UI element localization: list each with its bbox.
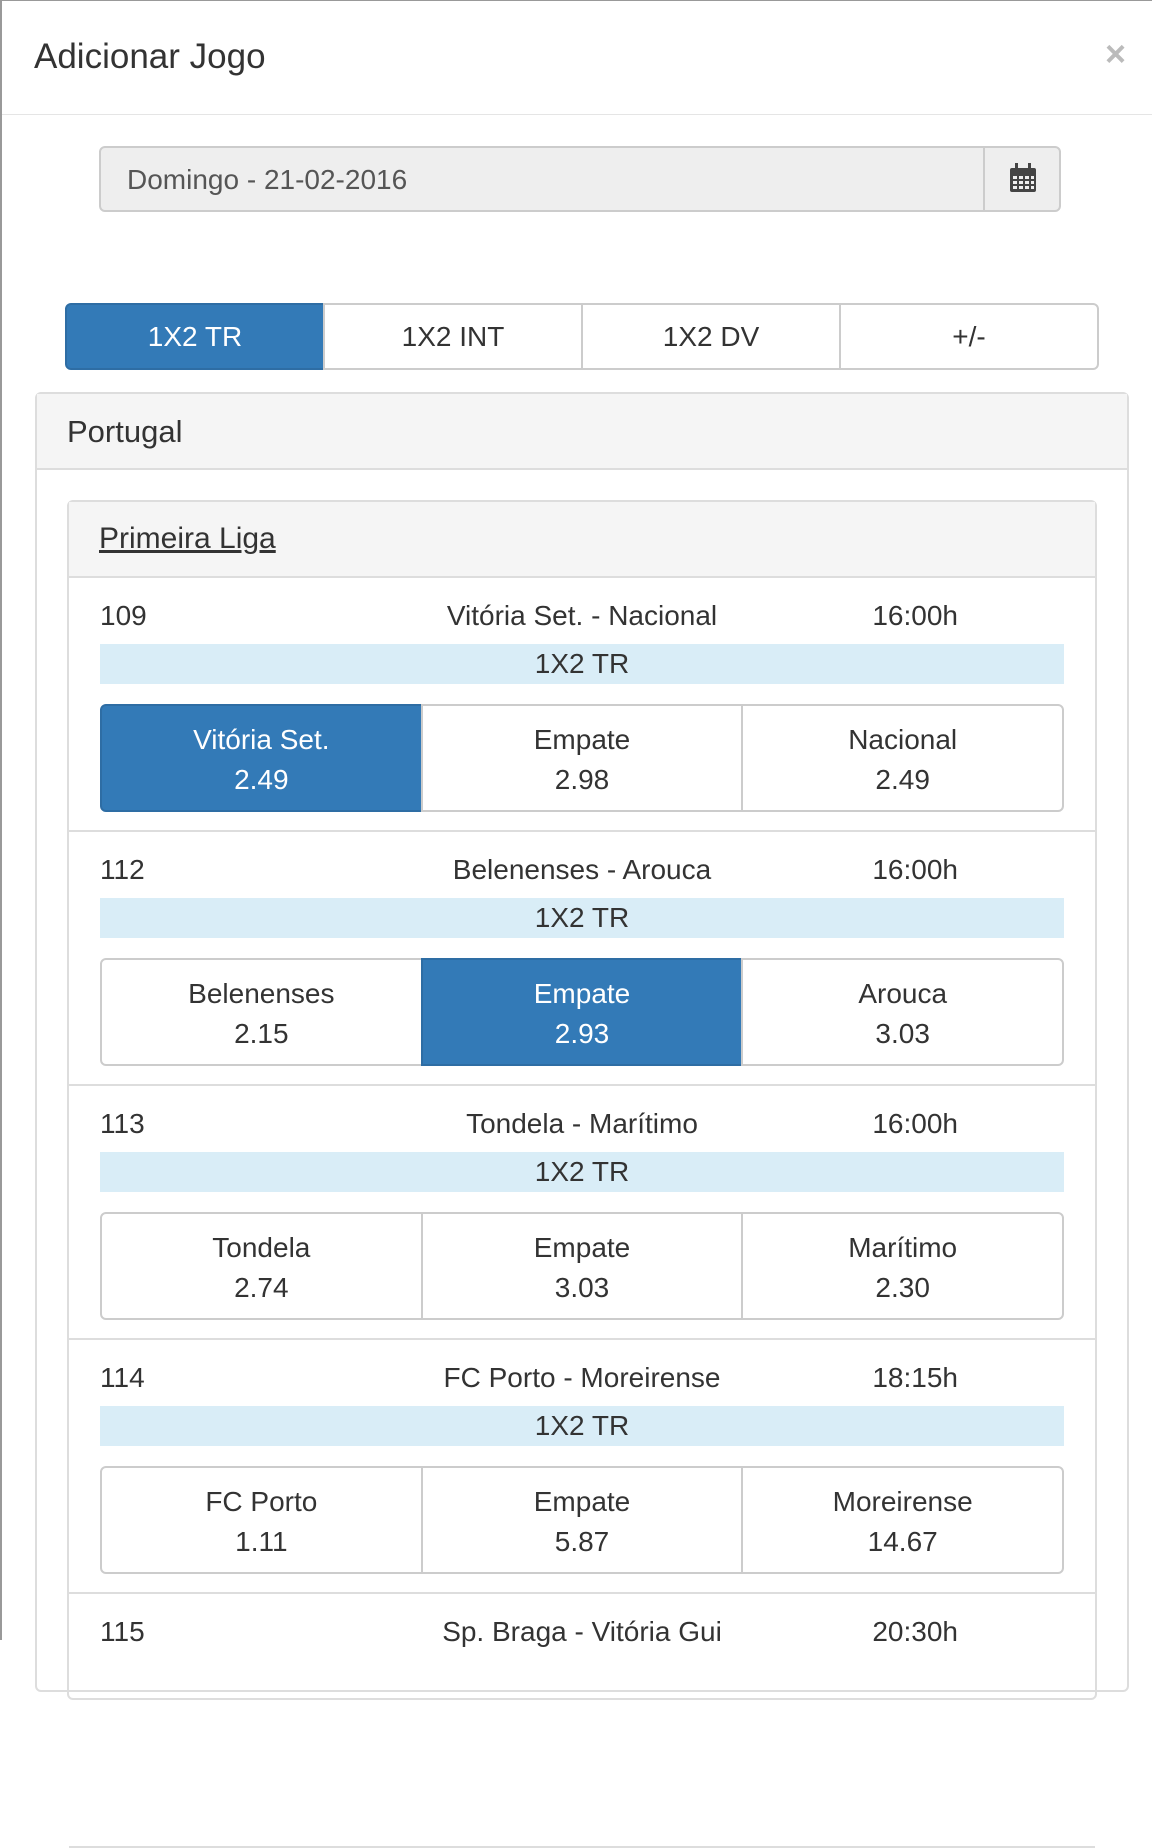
- odds-label: Marítimo: [848, 1232, 958, 1263]
- odds-value: 3.03: [875, 1018, 930, 1049]
- match-header: 109 Vitória Set. - Nacional 16:00h: [100, 578, 1064, 640]
- match-header: 115 Sp. Braga - Vitória Gui 20:30h: [100, 1594, 1064, 1656]
- odds-group: FC Porto 1.11 Empate 5.87 Moreirense 14.67: [100, 1466, 1065, 1574]
- market-label: 1X2 TR: [100, 644, 1064, 684]
- odds-label: Moreirense: [832, 1486, 973, 1517]
- odds-group: Belenenses 2.15 Empate 2.93 Arouca 3.03: [100, 958, 1065, 1066]
- match-list: 109 Vitória Set. - Nacional 16:00h 1X2 TR Vi…: [69, 578, 1095, 1848]
- odds-button[interactable]: Marítimo 2.30: [741, 1212, 1065, 1320]
- match-id: 113: [100, 1108, 145, 1139]
- odds-value: 5.87: [554, 1526, 610, 1557]
- match: 113 Tondela - Marítimo 16:00h 1X2 TR Tondela…: [69, 1086, 1095, 1340]
- modal-header: Adicionar Jogo ×: [2, 1, 1152, 115]
- odds-value: 2.15: [234, 1018, 289, 1049]
- odds-button[interactable]: Arouca 3.03: [741, 958, 1065, 1066]
- match-time: 20:30h: [872, 1616, 958, 1647]
- odds-value: 2.49: [234, 764, 289, 795]
- odds-value: 2.93: [554, 1018, 610, 1049]
- odds-label: Empate: [533, 1486, 631, 1517]
- match-time: 16:00h: [872, 600, 958, 631]
- odds-button[interactable]: Nacional 2.49: [741, 704, 1065, 812]
- odds-label: Arouca: [858, 978, 948, 1009]
- odds-value: 2.30: [875, 1272, 930, 1303]
- odds-label: Nacional: [848, 724, 958, 755]
- market-label: 1X2 TR: [100, 1152, 1064, 1192]
- market-label: 1X2 TR: [100, 898, 1064, 938]
- league-heading[interactable]: Primeira Liga: [69, 502, 1095, 578]
- match-time: 16:00h: [872, 1108, 958, 1139]
- calendar-icon: [1010, 163, 1036, 192]
- odds-value: 3.03: [554, 1272, 610, 1303]
- match-id: 112: [100, 854, 145, 885]
- odds-label: Belenenses: [188, 978, 335, 1009]
- odds-value: 14.67: [867, 1526, 938, 1557]
- odds-button[interactable]: Empate 3.03: [420, 1212, 744, 1320]
- odds-label: Tondela: [212, 1232, 311, 1263]
- odds-label: Vitória Set.: [193, 724, 330, 755]
- odds-button[interactable]: Empate 2.98: [420, 704, 744, 812]
- match-time: 16:00h: [872, 854, 958, 885]
- odds-group: Tondela 2.74 Empate 3.03 Marítimo 2.30: [100, 1212, 1065, 1320]
- match: 109 Vitória Set. - Nacional 16:00h 1X2 TR Vi…: [69, 578, 1095, 832]
- odds-value: 2.98: [554, 764, 610, 795]
- odds-value: 2.74: [234, 1272, 289, 1303]
- odds-label: Empate: [533, 1232, 631, 1263]
- match-header: 114 FC Porto - Moreirense 18:15h: [100, 1340, 1064, 1402]
- market-label: 1X2 TR: [100, 1406, 1064, 1446]
- odds-button[interactable]: Belenenses 2.15: [100, 958, 423, 1066]
- match: 112 Belenenses - Arouca 16:00h 1X2 TR Belene…: [69, 832, 1095, 1086]
- tab[interactable]: 1X2 TR: [65, 303, 325, 370]
- match: 115 Sp. Braga - Vitória Gui 20:30h: [69, 1594, 1095, 1848]
- odds-label: FC Porto: [205, 1486, 318, 1517]
- odds-value: 2.49: [875, 764, 930, 795]
- country-panel: Portugal Primeira Liga 109 Vitória Set. -…: [35, 392, 1129, 1848]
- tab[interactable]: 1X2 INT: [323, 303, 583, 370]
- match-teams: Vitória Set. - Nacional: [446, 600, 718, 631]
- match-id: 109: [100, 600, 147, 631]
- date-input[interactable]: Domingo - 21-02-2016: [99, 146, 1061, 212]
- odds-button[interactable]: Moreirense 14.67: [741, 1466, 1065, 1574]
- country-heading: Portugal: [37, 394, 1127, 470]
- odds-group: Vitória Set. 2.49 Empate 2.98 Nacional 2.49: [100, 704, 1065, 812]
- odds-button[interactable]: Tondela 2.74: [100, 1212, 423, 1320]
- odds-value: 1.11: [235, 1526, 288, 1557]
- close-button[interactable]: ×: [1105, 33, 1127, 74]
- date-text: Domingo - 21-02-2016: [127, 164, 408, 195]
- tab-bar: 1X2 TR 1X2 INT 1X2 DV +/-: [65, 303, 1099, 370]
- odds-button[interactable]: Vitória Set. 2.49: [100, 704, 423, 812]
- odds-button[interactable]: FC Porto 1.11: [100, 1466, 423, 1574]
- odds-label: Empate: [533, 724, 631, 755]
- tab[interactable]: +/-: [839, 303, 1099, 370]
- odds-button[interactable]: Empate 2.93: [420, 958, 744, 1066]
- match-header: 112 Belenenses - Arouca 16:00h: [100, 832, 1064, 894]
- match-id: 114: [100, 1362, 145, 1393]
- league-panel: Primeira Liga 109 Vitória Set. - Nacional…: [67, 500, 1097, 1848]
- modal-title: Adicionar Jogo: [34, 37, 266, 76]
- match-teams: Belenenses - Arouca: [452, 854, 712, 885]
- odds-button[interactable]: Empate 5.87: [420, 1466, 744, 1574]
- match-teams: FC Porto - Moreirense: [443, 1362, 721, 1393]
- match-header: 113 Tondela - Marítimo 16:00h: [100, 1086, 1064, 1148]
- tab[interactable]: 1X2 DV: [581, 303, 841, 370]
- match-teams: Tondela - Marítimo: [466, 1108, 698, 1139]
- odds-label: Empate: [533, 978, 631, 1009]
- match: 114 FC Porto - Moreirense 18:15h 1X2 TR FC P…: [69, 1340, 1095, 1594]
- match-time: 18:15h: [872, 1362, 958, 1393]
- calendar-button[interactable]: [983, 148, 1061, 210]
